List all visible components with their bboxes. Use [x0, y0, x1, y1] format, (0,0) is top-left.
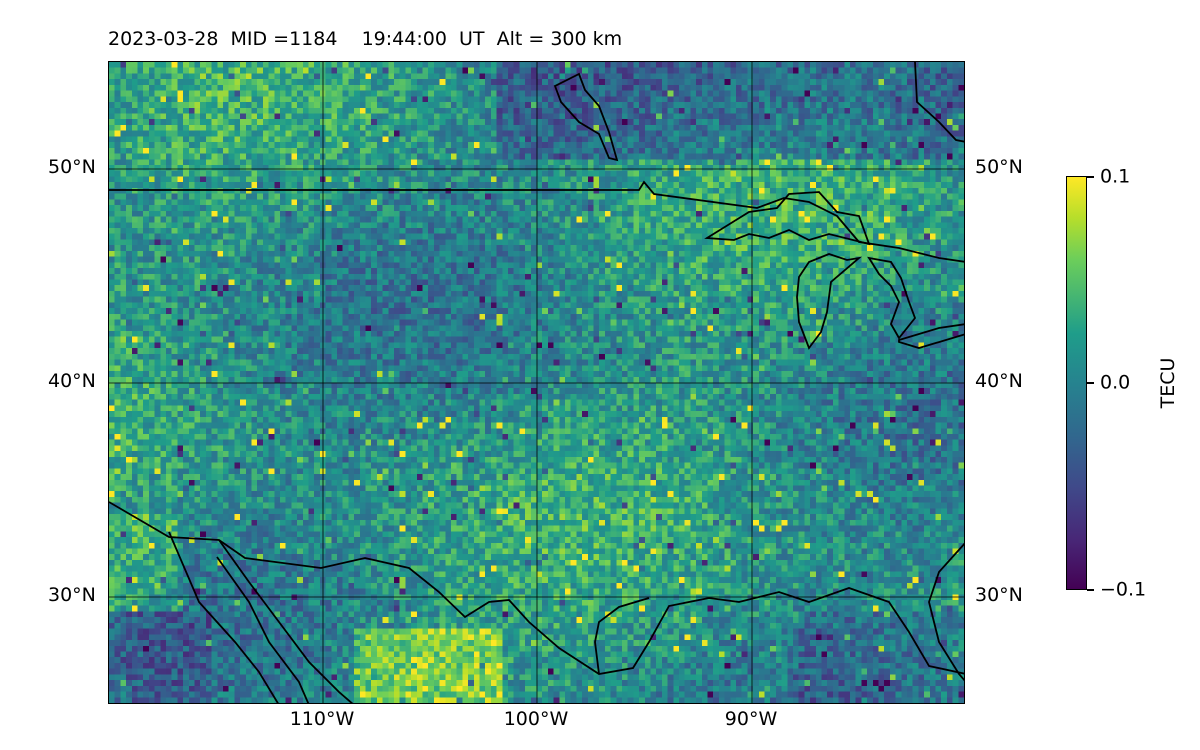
- lake-superior: [704, 191, 871, 246]
- lat-label-50n-right: 50°N: [975, 156, 1023, 178]
- northeast-coast: [914, 62, 964, 143]
- hudson-bay-inlet: [553, 72, 619, 162]
- lat-label-40n-left: 40°N: [48, 370, 96, 392]
- lon-label-90w: 90°W: [724, 708, 778, 730]
- mexico-border: [109, 501, 964, 675]
- lat-label-30n-right: 30°N: [975, 584, 1023, 606]
- map-panel[interactable]: [108, 61, 965, 704]
- lat-label-40n-right: 40°N: [975, 370, 1023, 392]
- colorbar-label-zero: 0.0: [1100, 371, 1131, 394]
- map-overlay: [109, 62, 964, 703]
- gridlines: [109, 62, 964, 703]
- figure-title: 2023-03-28 MID =1184 19:44:00 UT Alt = 3…: [108, 28, 623, 50]
- sonora-coast: [218, 539, 354, 703]
- us-canada-border: [109, 180, 964, 263]
- coastlines-and-borders: [109, 62, 964, 703]
- gulf-of-california: [216, 556, 310, 703]
- lake-erie-ontario: [898, 323, 964, 349]
- gulf-coast-tx: [594, 597, 650, 675]
- lat-label-50n-left: 50°N: [48, 156, 96, 178]
- lon-label-110w: 110°W: [289, 708, 355, 730]
- colorbar-title: TECU: [1157, 357, 1179, 409]
- baja-peninsula: [168, 531, 279, 703]
- colorbar-label-min: −0.1: [1100, 578, 1147, 601]
- lon-label-100w: 100°W: [503, 708, 569, 730]
- colorbar-tick-top: [1087, 176, 1094, 178]
- lake-michigan: [796, 253, 863, 350]
- colorbar-tick-mid: [1087, 382, 1094, 384]
- lake-huron: [867, 256, 917, 340]
- lat-label-30n-left: 30°N: [48, 584, 96, 606]
- colorbar-tick-bottom: [1087, 589, 1094, 591]
- florida-coast: [928, 542, 964, 682]
- colorbar: [1066, 176, 1087, 590]
- colorbar-label-max: 0.1: [1100, 165, 1131, 188]
